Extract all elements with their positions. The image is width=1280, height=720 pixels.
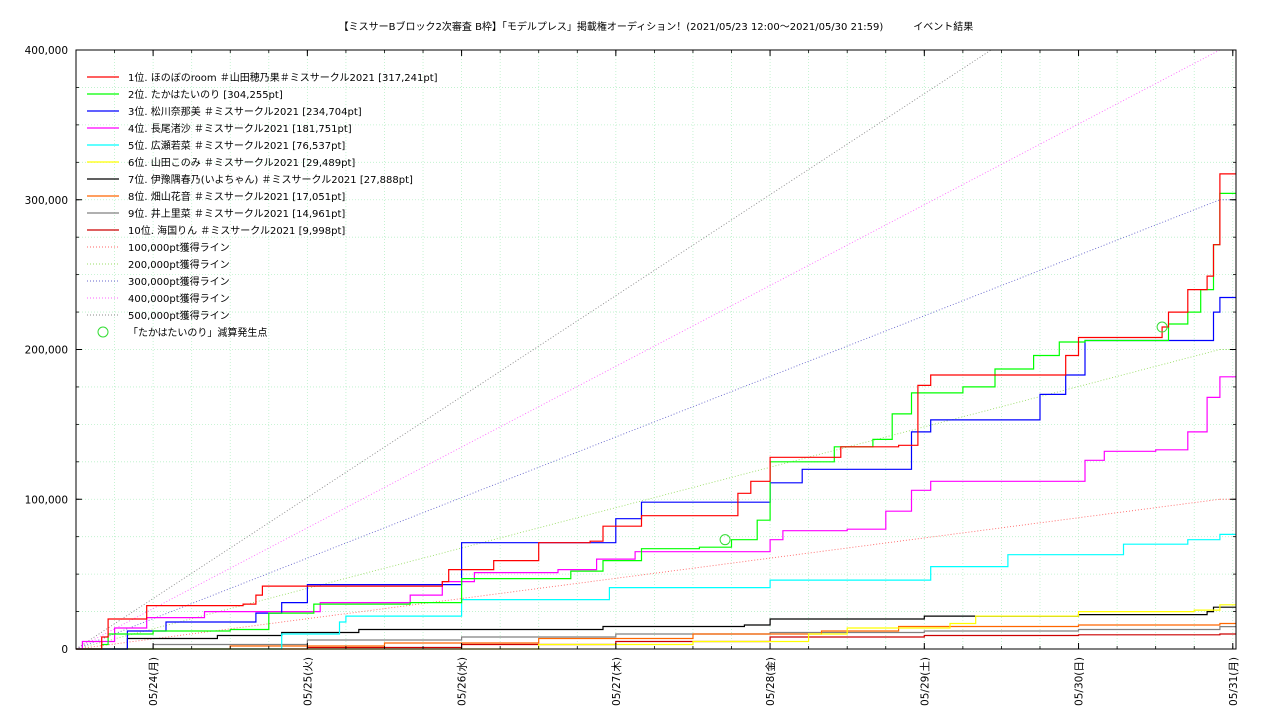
legend-entry: 6位. 山田このみ ＃ミスサークル2021 [29,489pt] (128, 156, 355, 169)
marker-layer (719, 321, 1168, 546)
legend-entry: 2位. たかはたいのり [304,255pt] (128, 88, 283, 101)
legend-entry: 400,000pt獲得ライン (128, 292, 230, 305)
series-line (76, 604, 1236, 650)
x-tick-label: 05/24(月) (148, 657, 160, 706)
x-tick-label: 05/28(金) (764, 657, 777, 706)
series-line (76, 606, 1236, 650)
y-tick-label: 0 (61, 644, 68, 656)
axis-layer: 0 100,000 200,000 300,000 400,000 05/24(月) 05/… (25, 45, 1240, 706)
reference-lines (75, 49, 1236, 650)
legend-entry: 200,000pt獲得ライン (128, 258, 230, 271)
y-tick-label: 200,000 (25, 345, 68, 357)
legend-entry: 500,000pt獲得ライン (128, 309, 230, 322)
legend-entry: 100,000pt獲得ライン (128, 241, 230, 254)
legend-swatch (97, 326, 109, 338)
subtraction-marker (719, 534, 731, 546)
series-line (76, 296, 1236, 650)
x-tick-label: 05/27(木) (611, 657, 623, 706)
legend-entry: 「たかはたいのり」減算発生点 (128, 326, 267, 339)
series-line (76, 622, 1236, 650)
x-tick-label: 05/31(月) (1228, 657, 1240, 706)
y-tick-label: 300,000 (25, 195, 68, 207)
series-line (76, 376, 1236, 650)
reference-line (75, 49, 992, 650)
reference-line (75, 498, 1220, 650)
legend-entry: 300,000pt獲得ライン (128, 275, 230, 288)
x-tick-label: 05/29(土) (918, 657, 931, 706)
legend: 1位. ほのぼのroom ＃山田穂乃果＃ミスサークル2021 [317,241p… (87, 71, 438, 339)
x-tick-label: 05/25(火) (302, 657, 314, 706)
y-tick-label: 400,000 (25, 45, 68, 57)
legend-entry: 3位. 松川奈那美 ＃ミスサークル2021 [234,704pt] (128, 105, 362, 118)
chart-title: 【ミスサーBブロック2次審査 B枠】「モデルプレス」掲載権オーディション！(20… (339, 20, 974, 33)
series-line (76, 192, 1236, 650)
reference-line (75, 199, 1220, 650)
series-line (76, 533, 1236, 650)
legend-entry: 10位. 海国りん ＃ミスサークル2021 [9,998pt] (128, 224, 345, 237)
legend-entry: 7位. 伊豫隅春乃(いよちゃん) ＃ミスサークル2021 [27,888pt] (128, 173, 413, 186)
series-line (76, 633, 1236, 650)
series-layer (76, 173, 1236, 650)
reference-line (75, 349, 1220, 650)
y-tick-label: 100,000 (25, 494, 68, 506)
legend-entry: 5位. 広瀬若菜 ＃ミスサークル2021 [76,537pt] (128, 139, 345, 152)
series-line (76, 173, 1236, 650)
reference-line (75, 49, 1221, 650)
legend-entry: 1位. ほのぼのroom ＃山田穂乃果＃ミスサークル2021 [317,241p… (128, 71, 438, 84)
legend-entry: 9位. 井上里菜 ＃ミスサークル2021 [14,961pt] (128, 207, 345, 220)
legend-entry: 8位. 畑山花音 ＃ミスサークル2021 [17,051pt] (128, 190, 345, 203)
x-tick-label: 05/30(日) (1074, 657, 1086, 706)
grid-layer (75, 50, 1236, 649)
legend-entry: 4位. 長尾渚沙 ＃ミスサークル2021 [181,751pt] (128, 122, 352, 135)
x-tick-label: 05/26(水) (457, 657, 469, 706)
subtraction-marker (1156, 321, 1168, 333)
